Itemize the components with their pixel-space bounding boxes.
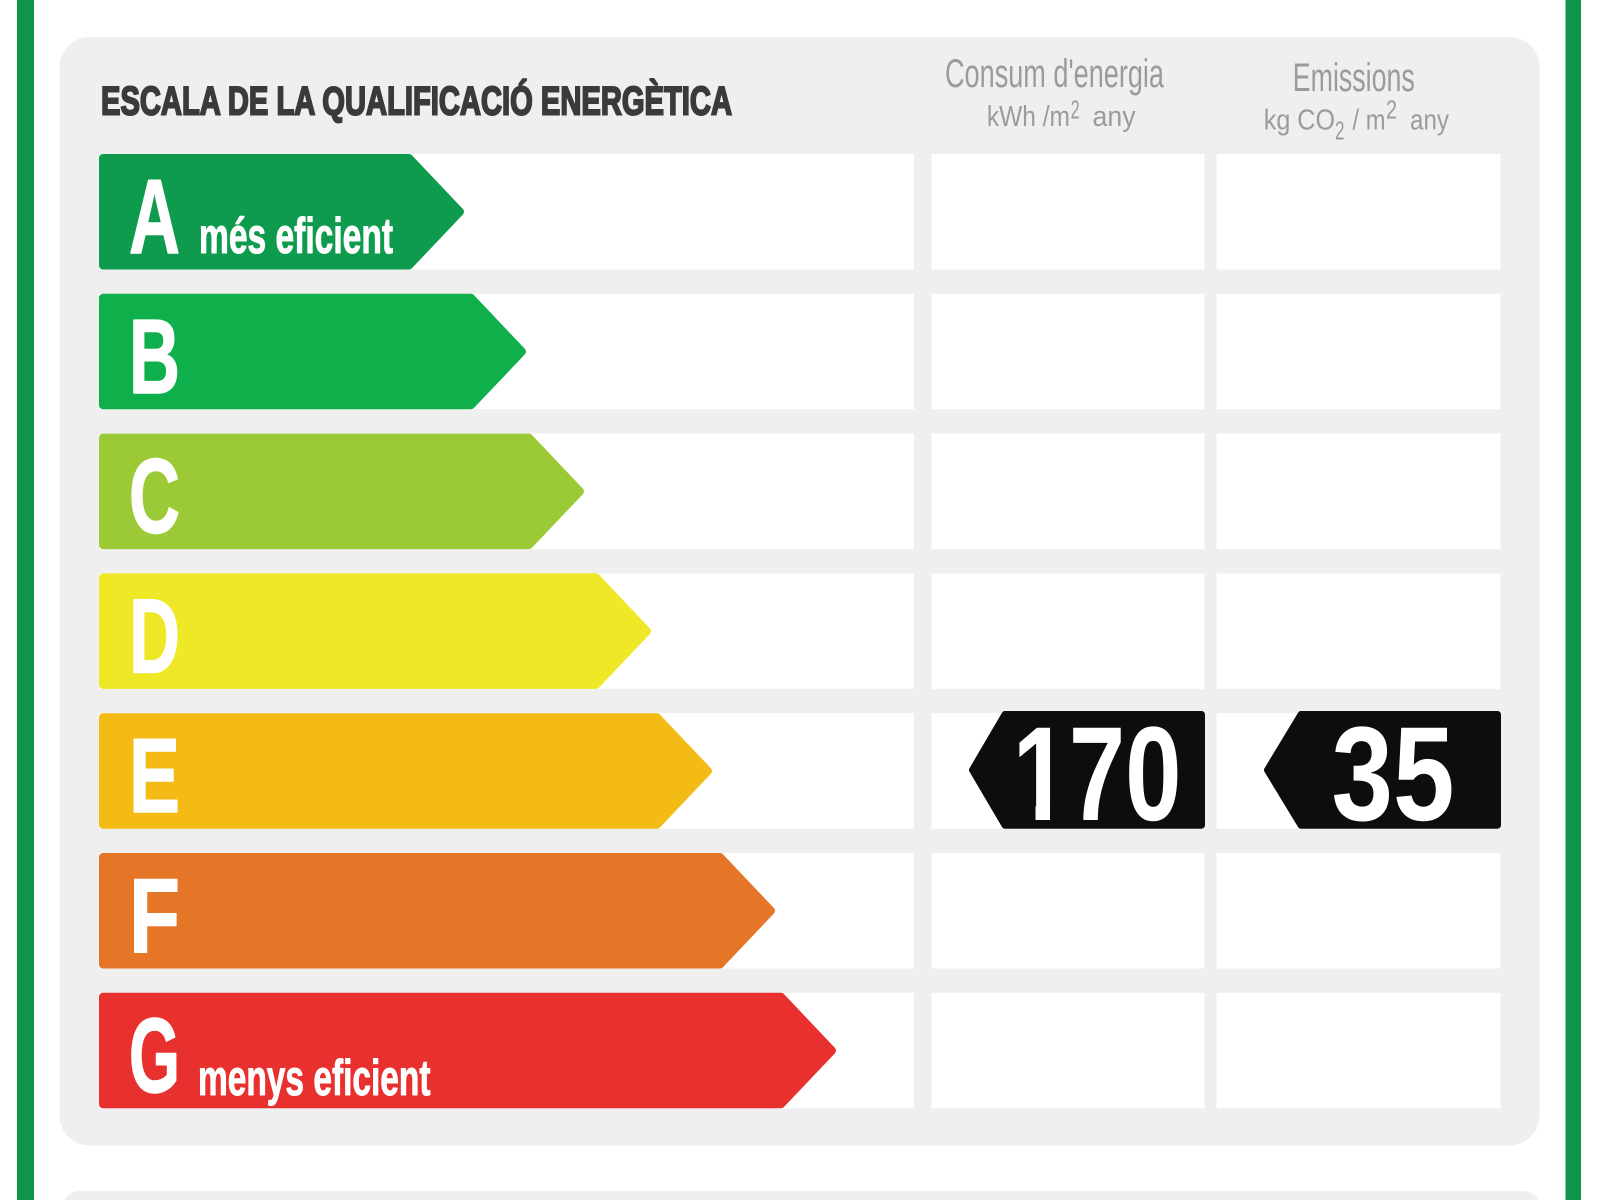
svg-text:/ m: / m xyxy=(1353,105,1386,137)
svg-text:Emissions: Emissions xyxy=(1293,56,1415,100)
svg-text:ESCALA DE LA QUALIFICACIÓ ENER: ESCALA DE LA QUALIFICACIÓ ENERGÈTICA xyxy=(101,78,732,124)
svg-text:F: F xyxy=(129,857,180,975)
svg-text:G: G xyxy=(129,997,180,1115)
svg-text:any: any xyxy=(1093,101,1137,133)
svg-text:170: 170 xyxy=(1013,700,1182,849)
svg-text:més eficient: més eficient xyxy=(199,208,393,264)
svg-text:Consum d'energia: Consum d'energia xyxy=(945,52,1165,96)
svg-text:C: C xyxy=(129,438,180,556)
svg-text:35: 35 xyxy=(1332,700,1455,849)
svg-text:2: 2 xyxy=(1386,95,1397,125)
svg-text:2: 2 xyxy=(1071,95,1080,125)
svg-text:B: B xyxy=(129,298,180,416)
svg-text:2: 2 xyxy=(1335,116,1345,146)
svg-text:menys eficient: menys eficient xyxy=(198,1050,431,1106)
svg-text:A: A xyxy=(129,158,180,276)
svg-text:kg CO: kg CO xyxy=(1264,105,1335,137)
svg-text:kWh /m: kWh /m xyxy=(987,101,1070,133)
svg-text:any: any xyxy=(1410,105,1449,137)
svg-text:E: E xyxy=(129,717,180,835)
svg-text:D: D xyxy=(129,577,180,695)
